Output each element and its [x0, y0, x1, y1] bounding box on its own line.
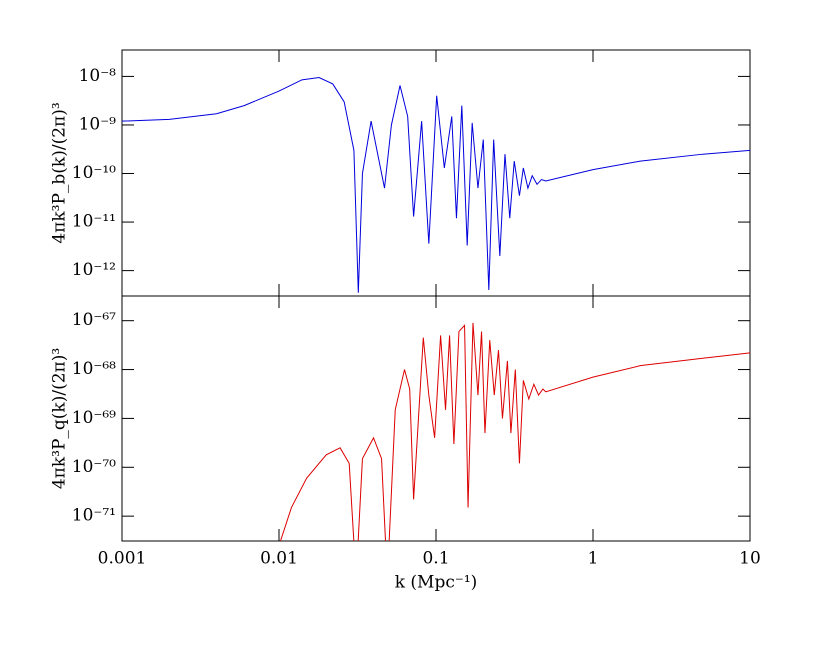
y-axis-label: 4πk³P_b(k)/(2π)³	[50, 102, 70, 243]
plot-frame	[121, 49, 751, 297]
y-tick-label: 10⁻¹⁰	[72, 163, 116, 183]
y-tick-label: 10⁻¹²	[72, 260, 116, 280]
y-tick-label: 10⁻⁶⁷	[72, 310, 116, 330]
x-tick-label: 0.001	[98, 549, 147, 569]
data-line	[279, 322, 750, 541]
y-tick-label: 10⁻⁸	[79, 66, 117, 86]
y-tick-label: 10⁻⁶⁸	[72, 359, 116, 379]
plot-area	[279, 322, 750, 541]
y-tick-label: 10⁻⁹	[79, 114, 117, 134]
x-tick-label: 0.01	[260, 549, 298, 569]
plot-area	[122, 76, 750, 293]
y-tick-label: 10⁻¹¹	[72, 212, 116, 232]
x-tick-label: 10	[739, 549, 761, 569]
y-tick-label: 10⁻⁷¹	[72, 506, 116, 526]
data-line	[122, 76, 750, 293]
y-axis-label: 4πk³P_q(k)/(2π)³	[50, 348, 70, 489]
x-axis-label: k (Mpc⁻¹)	[395, 573, 478, 593]
y-tick-label: 10⁻⁶⁹	[72, 408, 116, 428]
x-tick-label: 1	[588, 549, 599, 569]
y-tick-label: 10⁻⁷⁰	[72, 457, 116, 477]
x-tick-label: 0.1	[422, 549, 449, 569]
